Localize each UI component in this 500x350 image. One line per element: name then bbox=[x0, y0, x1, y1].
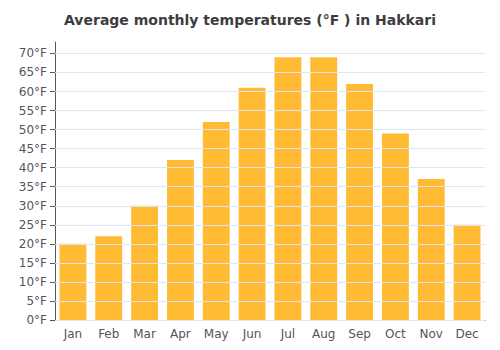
svg-text:45°F: 45°F bbox=[19, 142, 47, 156]
svg-text:Jan: Jan bbox=[63, 327, 83, 341]
svg-text:40°F: 40°F bbox=[19, 161, 47, 175]
svg-text:Feb: Feb bbox=[98, 327, 119, 341]
svg-text:25°F: 25°F bbox=[19, 218, 47, 232]
svg-text:70°F: 70°F bbox=[19, 46, 47, 60]
svg-text:Jul: Jul bbox=[280, 327, 295, 341]
svg-text:Aug: Aug bbox=[312, 327, 335, 341]
svg-text:May: May bbox=[204, 327, 229, 341]
svg-text:20°F: 20°F bbox=[19, 237, 47, 251]
svg-text:Average monthly temperatures (: Average monthly temperatures (°F ) in Ha… bbox=[64, 12, 436, 28]
svg-text:Sep: Sep bbox=[348, 327, 371, 341]
svg-text:35°F: 35°F bbox=[19, 180, 47, 194]
svg-text:Mar: Mar bbox=[133, 327, 156, 341]
svg-text:15°F: 15°F bbox=[19, 256, 47, 270]
svg-text:0°F: 0°F bbox=[26, 313, 47, 327]
svg-text:65°F: 65°F bbox=[19, 65, 47, 79]
svg-text:60°F: 60°F bbox=[19, 85, 47, 99]
svg-text:Dec: Dec bbox=[455, 327, 478, 341]
svg-text:Oct: Oct bbox=[385, 327, 406, 341]
svg-text:Apr: Apr bbox=[170, 327, 191, 341]
svg-text:Jun: Jun bbox=[242, 327, 262, 341]
svg-text:10°F: 10°F bbox=[19, 275, 47, 289]
svg-text:50°F: 50°F bbox=[19, 123, 47, 137]
svg-text:5°F: 5°F bbox=[26, 294, 47, 308]
svg-text:55°F: 55°F bbox=[19, 104, 47, 118]
svg-text:Nov: Nov bbox=[420, 327, 443, 341]
svg-text:30°F: 30°F bbox=[19, 199, 47, 213]
